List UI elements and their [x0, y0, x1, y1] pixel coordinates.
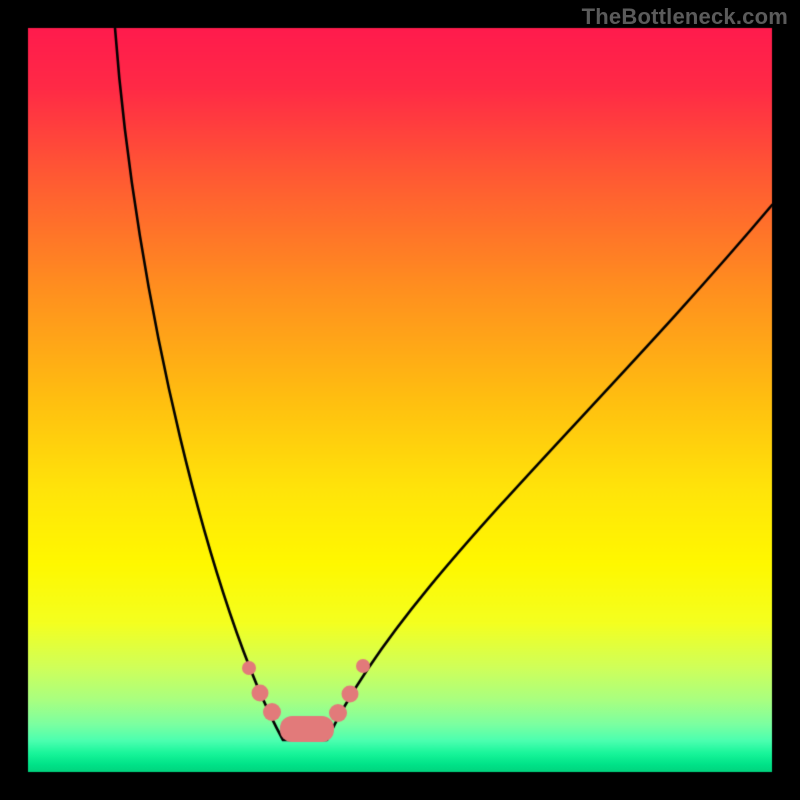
- chart-stage: TheBottleneck.com: [0, 0, 800, 800]
- watermark-label: TheBottleneck.com: [582, 4, 788, 30]
- bottleneck-curve: [0, 0, 800, 800]
